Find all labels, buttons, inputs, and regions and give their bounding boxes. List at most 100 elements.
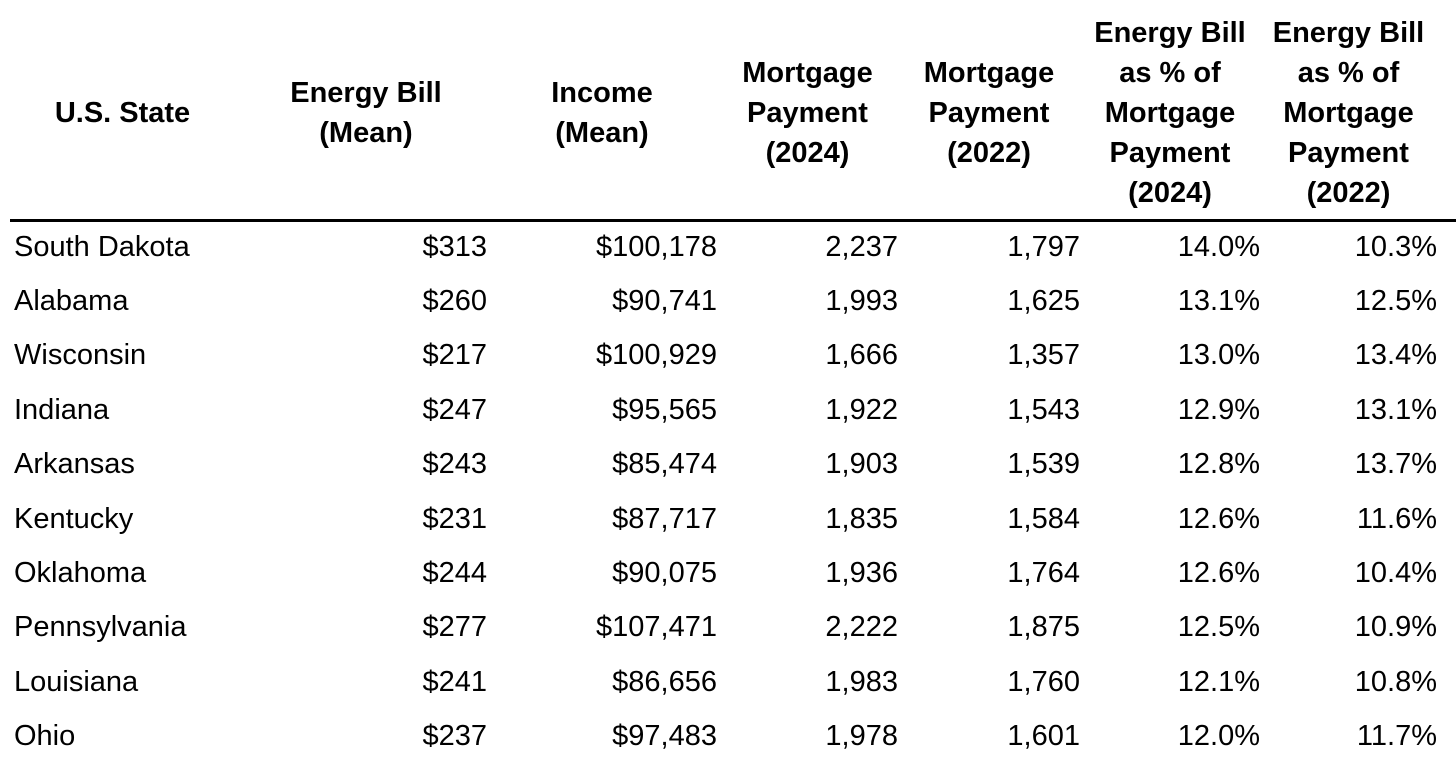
table-row: Louisiana $241 $86,656 1,983 1,760 12.1% 10.8% [0,655,1456,709]
cell-pct_2024: 13.0% [1177,339,1260,372]
cell-energy_bill_mean: $277 [422,611,487,644]
table-row: Alabama $260 $90,741 1,993 1,625 13.1% 12.5% [0,274,1456,328]
cell-income_mean: $107,471 [596,611,717,644]
cell-pct_2024: 12.6% [1177,557,1260,590]
cell-state: Pennsylvania [14,611,187,644]
column-header-state: U.S. State [0,0,245,222]
cell-mortgage_2024: 1,903 [825,448,898,481]
cell-energy_bill_mean: $241 [422,665,487,698]
column-header-line: Payment [928,97,1050,130]
cell-pct_2022: 13.4% [1354,339,1437,372]
column-header-line: Energy Bill [290,77,442,110]
cell-pct_2024: 12.5% [1177,611,1260,644]
cell-energy_bill_mean: $313 [422,231,487,264]
table-row: Arkansas $243 $85,474 1,903 1,539 12.8% 13.7% [0,438,1456,492]
column-header-line: (2022) [1306,177,1391,210]
cell-state: Arkansas [14,448,135,481]
cell-pct_2024: 13.1% [1177,285,1260,318]
cell-mortgage_2022: 1,764 [1007,557,1080,590]
cell-state: Louisiana [14,665,139,698]
cell-state: South Dakota [14,231,190,264]
cell-mortgage_2022: 1,625 [1007,285,1080,318]
cell-state: Kentucky [14,502,134,535]
cell-pct_2022: 12.5% [1354,285,1437,318]
cell-energy_bill_mean: $237 [422,720,487,753]
cell-state: Oklahoma [14,557,147,590]
column-header-line: (Mean) [319,117,413,150]
cell-mortgage_2024: 1,993 [825,285,898,318]
cell-mortgage_2024: 2,222 [825,611,898,644]
column-header-pct_2022: Energy Bill as % of Mortgage Payment (2022) [1260,0,1456,222]
cell-income_mean: $86,656 [612,665,717,698]
cell-income_mean: $97,483 [612,720,717,753]
cell-income_mean: $95,565 [612,393,717,426]
cell-pct_2024: 12.0% [1177,720,1260,753]
column-header-mortgage_2024: Mortgage Payment (2024) [717,0,898,222]
column-header-line: as % of [1119,57,1221,90]
cell-mortgage_2022: 1,760 [1007,665,1080,698]
column-header-line: (2024) [765,137,850,170]
cell-pct_2022: 10.9% [1354,611,1437,644]
table-row: Pennsylvania $277 $107,471 2,222 1,875 12.5% 1… [0,601,1456,655]
cell-pct_2022: 10.8% [1354,665,1437,698]
column-header-energy_bill_mean: Energy Bill (Mean) [245,0,487,222]
cell-pct_2024: 12.6% [1177,502,1260,535]
table-row: South Dakota $313 $100,178 2,237 1,797 14.0% 1… [0,220,1456,274]
cell-income_mean: $100,178 [596,231,717,264]
cell-mortgage_2022: 1,584 [1007,502,1080,535]
cell-energy_bill_mean: $247 [422,393,487,426]
cell-mortgage_2022: 1,543 [1007,393,1080,426]
table-row: Ohio $237 $97,483 1,978 1,601 12.0% 11.7% [0,710,1456,764]
cell-state: Alabama [14,285,129,318]
cell-pct_2022: 13.7% [1354,448,1437,481]
cell-pct_2022: 10.3% [1354,231,1437,264]
cell-energy_bill_mean: $231 [422,502,487,535]
cell-mortgage_2022: 1,357 [1007,339,1080,372]
column-header-line: as % of [1297,57,1400,90]
cell-mortgage_2024: 1,978 [825,720,898,753]
column-header-pct_2024: Energy Bill as % of Mortgage Payment (2024) [1080,0,1260,222]
column-header-line: Mortgage [742,57,873,90]
cell-state: Ohio [14,720,76,753]
column-header-line: Energy Bill [1094,17,1246,50]
column-header-line: (Mean) [555,117,649,150]
column-header-line: Energy Bill [1272,17,1425,50]
cell-pct_2022: 11.7% [1356,720,1437,753]
table-body: South Dakota $313 $100,178 2,237 1,797 14.0% 1… [0,220,1456,764]
cell-mortgage_2022: 1,539 [1007,448,1080,481]
column-header-line: Mortgage [1104,97,1236,130]
cell-income_mean: $87,717 [612,502,717,535]
column-header-line: U.S. State [54,97,191,130]
cell-pct_2024: 12.9% [1177,393,1260,426]
cell-income_mean: $90,075 [612,557,717,590]
table-row: Oklahoma $244 $90,075 1,936 1,764 12.6% 10.4% [0,546,1456,600]
cell-mortgage_2024: 1,922 [825,393,898,426]
cell-mortgage_2022: 1,875 [1007,611,1080,644]
cell-mortgage_2024: 2,237 [825,231,898,264]
cell-pct_2022: 10.4% [1354,557,1437,590]
cell-pct_2022: 13.1% [1354,393,1437,426]
column-header-line: Payment [1288,137,1409,170]
cell-energy_bill_mean: $217 [422,339,487,372]
cell-state: Indiana [14,393,110,426]
cell-pct_2022: 11.6% [1356,502,1437,535]
cell-mortgage_2024: 1,983 [825,665,898,698]
cell-income_mean: $100,929 [596,339,717,372]
column-header-line: Payment [1109,137,1231,170]
cell-energy_bill_mean: $260 [422,285,487,318]
column-header-line: (2022) [947,137,1031,170]
cell-pct_2024: 12.8% [1177,448,1260,481]
cell-mortgage_2024: 1,835 [825,502,898,535]
cell-mortgage_2024: 1,666 [825,339,898,372]
table-header: U.S. State Energy Bill (Mean) Income (Mean) M… [0,0,1456,222]
cell-pct_2024: 12.1% [1177,665,1260,698]
cell-pct_2024: 14.0% [1177,231,1260,264]
table-row: Wisconsin $217 $100,929 1,666 1,357 13.0% 13.4… [0,329,1456,383]
column-header-line: Mortgage [1283,97,1414,130]
cell-state: Wisconsin [14,339,147,372]
column-header-mortgage_2022: Mortgage Payment (2022) [898,0,1080,222]
table-header-row: U.S. State Energy Bill (Mean) Income (Mean) M… [0,0,1456,222]
cell-income_mean: $85,474 [612,448,717,481]
cell-energy_bill_mean: $244 [422,557,487,590]
